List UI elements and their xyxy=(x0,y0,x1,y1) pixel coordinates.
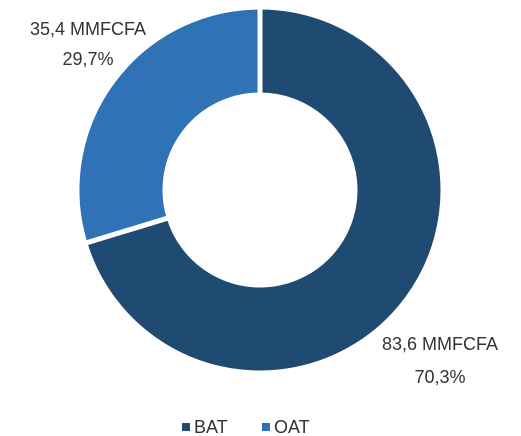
donut-slice xyxy=(81,4,446,376)
legend-swatch xyxy=(182,423,190,431)
legend-label: OAT xyxy=(274,417,310,436)
percent-label: 70,3% xyxy=(414,367,465,387)
value-label: 35,4 MMFCFA xyxy=(30,19,146,39)
donut-slice xyxy=(74,4,263,247)
value-label: 83,6 MMFCFA xyxy=(382,334,498,354)
legend-swatch xyxy=(262,423,270,431)
percent-label: 29,7% xyxy=(62,49,113,69)
legend-label: BAT xyxy=(194,417,228,436)
